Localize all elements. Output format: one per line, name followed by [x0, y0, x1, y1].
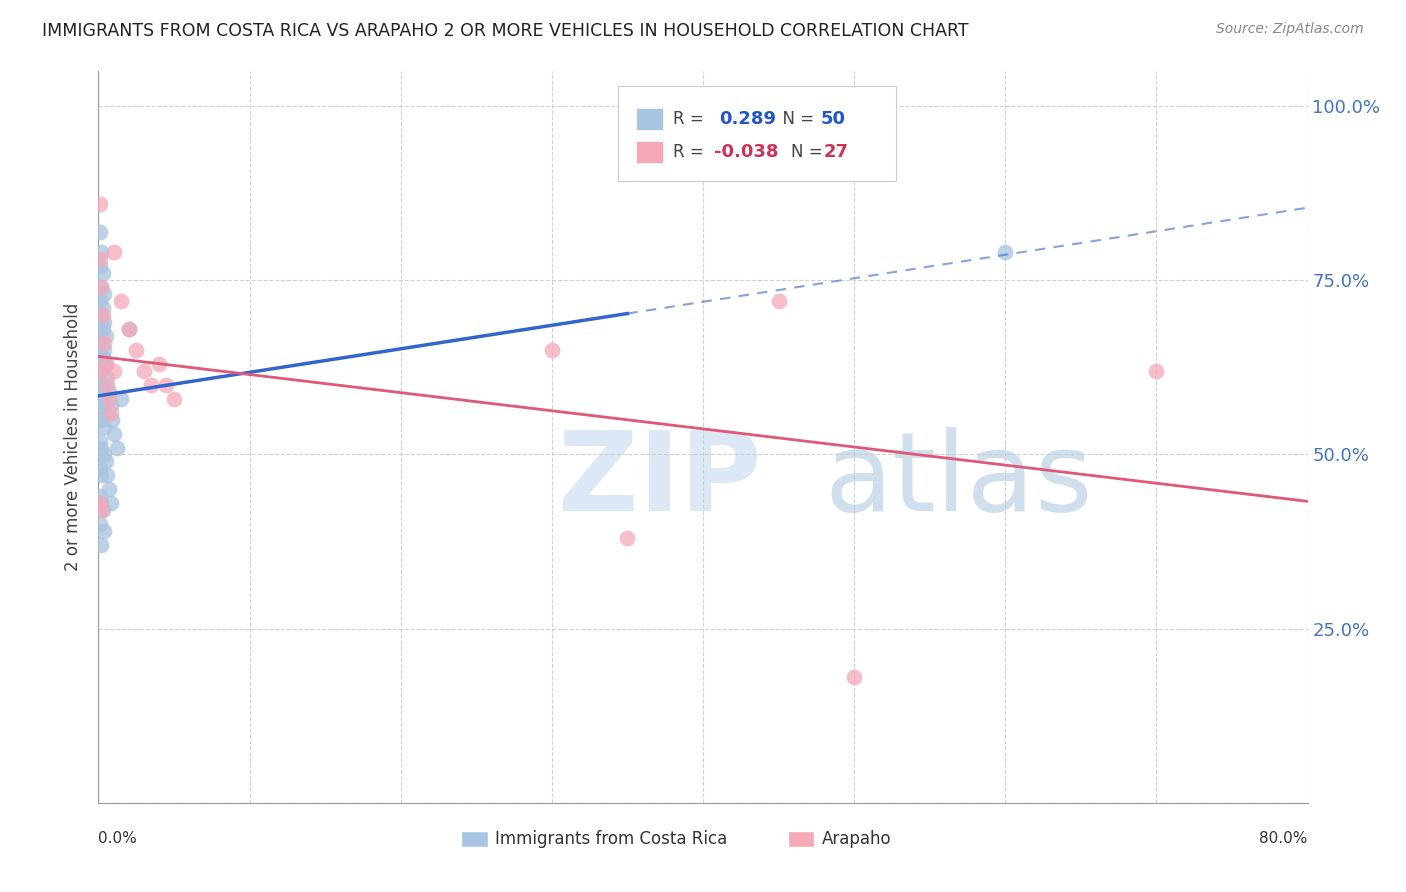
Point — [89, 252, 111, 267]
Point — [91, 301, 114, 316]
Point — [89, 517, 111, 532]
Text: ZIP: ZIP — [558, 427, 761, 534]
Point — [110, 294, 132, 309]
Point — [89, 496, 111, 510]
Point — [91, 350, 114, 364]
Point — [93, 448, 115, 462]
Point — [90, 364, 112, 378]
Text: N =: N = — [772, 110, 820, 128]
Point — [94, 454, 117, 468]
Point — [89, 406, 111, 420]
Point — [89, 461, 111, 475]
Point — [91, 308, 114, 322]
Point — [125, 343, 148, 357]
Point — [141, 377, 163, 392]
Point — [90, 503, 112, 517]
Point — [844, 670, 866, 684]
Point — [98, 392, 121, 406]
Point — [93, 343, 115, 357]
Point — [90, 412, 112, 426]
Text: 50: 50 — [820, 110, 845, 128]
Point — [91, 399, 114, 413]
Point — [132, 364, 155, 378]
Point — [89, 196, 111, 211]
Point — [89, 225, 111, 239]
Point — [148, 357, 170, 371]
Point — [93, 524, 115, 538]
Text: Source: ZipAtlas.com: Source: ZipAtlas.com — [1216, 22, 1364, 37]
Point — [94, 357, 117, 371]
Point — [103, 426, 125, 441]
Text: -0.038: -0.038 — [714, 143, 779, 161]
Point — [94, 357, 117, 371]
Point — [89, 260, 111, 274]
Point — [93, 287, 115, 301]
Point — [103, 364, 125, 378]
Text: 0.0%: 0.0% — [98, 831, 138, 846]
Point — [89, 377, 111, 392]
Point — [94, 329, 117, 343]
Text: N =: N = — [792, 143, 828, 161]
Point — [93, 315, 115, 329]
Text: R =: R = — [672, 143, 709, 161]
Point — [105, 441, 128, 455]
Point — [89, 322, 111, 336]
Y-axis label: 2 or more Vehicles in Household: 2 or more Vehicles in Household — [65, 303, 83, 571]
Point — [90, 538, 112, 552]
Point — [90, 245, 112, 260]
Point — [90, 392, 112, 406]
Point — [91, 266, 114, 280]
Point — [90, 280, 112, 294]
Point — [91, 322, 114, 336]
Point — [91, 377, 114, 392]
FancyBboxPatch shape — [619, 86, 897, 181]
Text: R =: R = — [672, 110, 709, 128]
Point — [100, 399, 122, 413]
Bar — [787, 830, 814, 847]
Point — [90, 308, 112, 322]
Point — [89, 489, 111, 503]
Point — [90, 280, 112, 294]
Point — [96, 377, 118, 392]
Point — [110, 392, 132, 406]
Text: 27: 27 — [824, 143, 849, 161]
Point — [90, 441, 112, 455]
Point — [118, 322, 141, 336]
Text: IMMIGRANTS FROM COSTA RICA VS ARAPAHO 2 OR MORE VEHICLES IN HOUSEHOLD CORRELATIO: IMMIGRANTS FROM COSTA RICA VS ARAPAHO 2 … — [42, 22, 969, 40]
Point — [90, 336, 112, 351]
Point — [96, 371, 118, 385]
Text: 80.0%: 80.0% — [1260, 831, 1308, 846]
Point — [118, 322, 141, 336]
Point — [96, 468, 118, 483]
Bar — [637, 108, 664, 130]
Point — [90, 496, 112, 510]
Point — [90, 468, 112, 483]
Point — [91, 503, 114, 517]
Point — [994, 245, 1017, 260]
Text: Arapaho: Arapaho — [821, 830, 891, 847]
Text: Immigrants from Costa Rica: Immigrants from Costa Rica — [495, 830, 727, 847]
Point — [101, 412, 124, 426]
Point — [1144, 364, 1167, 378]
Point — [100, 496, 122, 510]
Point — [163, 392, 186, 406]
Point — [98, 384, 121, 399]
Text: 0.289: 0.289 — [718, 110, 776, 128]
Point — [155, 377, 177, 392]
Point — [89, 350, 111, 364]
Point — [616, 531, 638, 545]
Point — [89, 364, 111, 378]
Bar — [637, 141, 664, 163]
Bar — [461, 830, 488, 847]
Point — [540, 343, 562, 357]
Point — [100, 406, 122, 420]
Point — [89, 434, 111, 448]
Point — [98, 483, 121, 497]
Point — [93, 336, 115, 351]
Point — [768, 294, 790, 309]
Text: atlas: atlas — [824, 427, 1092, 534]
Point — [103, 245, 125, 260]
Point — [89, 294, 111, 309]
Point — [93, 419, 115, 434]
